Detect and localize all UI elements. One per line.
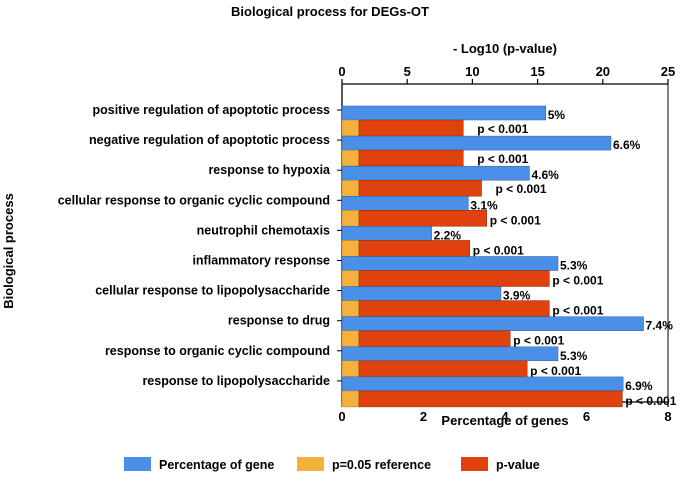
top-axis-title: - Log10 (p-value) [453,41,557,56]
percentage-data-label: 5.3% [560,349,588,363]
percentage-data-label: 7.4% [646,319,674,333]
bar-p-reference [341,330,360,347]
bottom-tick-label: 0 [338,409,345,424]
bar-p-value [358,270,550,287]
category-label: response to lipopolysaccharide [142,374,330,388]
p-value-data-label: p < 0.001 [490,213,541,227]
legend-item-percentage-of-gene-label: Percentage of gene [159,458,274,472]
category-label: response to hypoxia [208,163,331,177]
bar-percentage-of-gene [341,256,559,271]
percentage-data-label: 4.6% [531,168,559,182]
top-tick-label: 25 [661,64,675,79]
bar-percentage-of-gene [341,376,624,392]
bar-p-reference [341,360,360,378]
percentage-data-label: 5% [548,108,566,122]
p-value-data-label: p < 0.001 [473,243,524,257]
bar-percentage-of-gene [341,135,612,151]
p-value-data-label: p < 0.001 [552,304,603,318]
category-label: positive regulation of apoptotic process [92,103,330,117]
bar-p-value [358,149,464,167]
plot-area: 0 5 10 15 20 25 0 2 4 6 8 positive regulation of ap… [58,64,677,424]
p-value-data-label: p < 0.001 [552,274,603,288]
p-value-data-label: p < 0.001 [530,364,581,378]
top-tick-label: 15 [530,64,544,79]
category-label: inflammatory response [192,254,330,268]
percentage-data-label: 5.3% [560,259,588,273]
percentage-data-label: 6.9% [625,379,653,393]
top-tick-label: 20 [596,64,610,79]
category-label: response to organic cyclic compound [105,344,330,358]
bar-p-reference [341,270,360,287]
bar-p-reference [341,210,360,227]
category-label: cellular response to organic cyclic comp… [58,193,330,207]
category-label: cellular response to lipopolysaccharide [95,284,330,298]
bar-p-value [358,210,487,227]
bar-p-reference [341,119,360,137]
bar-percentage-of-gene [341,346,559,362]
p-value-data-label: p < 0.001 [513,334,564,348]
bar-p-reference [341,390,360,408]
bar-percentage-of-gene [341,226,432,241]
p-value-data-label: p < 0.001 [496,182,547,196]
legend-item-p-value-label: p-value [496,458,540,472]
p-value-data-label: p < 0.001 [477,122,528,136]
chart-title: Biological process for DEGs-OT [231,4,429,19]
percentage-data-label: 6.6% [613,138,641,152]
y-axis-title: Biological process [1,193,16,309]
bar-p-reference [341,240,360,257]
bar-percentage-of-gene [341,105,546,121]
legend-item-p-reference-label: p=0.05 reference [332,458,431,472]
bar-percentage-of-gene [341,316,644,331]
top-tick-label: 5 [404,64,411,79]
p-value-data-label: p < 0.001 [625,394,676,408]
bar-p-value [358,360,528,378]
bar-p-value [358,300,550,317]
top-tick-label: 10 [465,64,479,79]
percentage-data-label: 2.2% [434,228,462,242]
category-label: negative regulation of apoptotic process [89,133,330,147]
percentage-data-label: 3.9% [503,289,531,303]
top-tick-label: 0 [338,64,345,79]
bar-p-reference [341,149,360,167]
p-value-data-label: p < 0.001 [477,152,528,166]
bottom-tick-label: 2 [420,409,427,424]
bar-p-reference [341,300,360,317]
legend-item-p-value-swatch [461,457,488,471]
bar-p-value [358,179,482,197]
bottom-tick-label: 6 [583,409,590,424]
bar-p-value [358,390,623,408]
legend-item-percentage-of-gene-swatch [124,457,151,471]
bottom-tick-label: 4 [501,409,509,424]
legend-item-p-reference-swatch [297,457,324,471]
bottom-tick-label: 8 [664,409,671,424]
bar-percentage-of-gene [341,196,469,211]
bar-p-reference [341,179,360,197]
percentage-data-label: 3.1% [470,198,498,212]
bar-p-value [358,119,464,137]
category-label: neutrophil chemotaxis [197,223,330,237]
bar-percentage-of-gene [341,286,502,301]
bar-p-value [358,330,511,347]
bar-percentage-of-gene [341,165,530,181]
bar-p-value [358,240,471,257]
category-label: response to drug [228,314,330,328]
legend: Percentage of gene p=0.05 reference p-valu… [124,457,540,472]
bottom-axis-title: Percentage of genes [441,413,568,428]
